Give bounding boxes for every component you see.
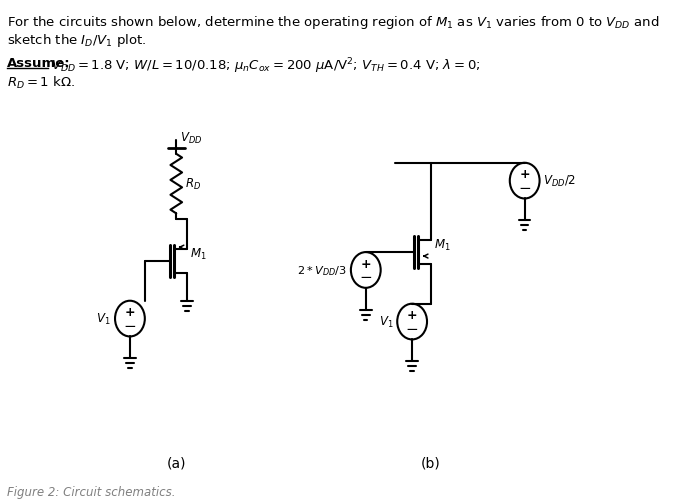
Text: sketch the $I_D/V_1$ plot.: sketch the $I_D/V_1$ plot. (7, 32, 146, 49)
Text: $V_{DD}$: $V_{DD}$ (181, 131, 203, 146)
Text: $V_1$: $V_1$ (379, 315, 393, 330)
Text: $R_D$: $R_D$ (186, 177, 202, 192)
Text: (a): (a) (167, 455, 186, 469)
Text: Figure 2: Circuit schematics.: Figure 2: Circuit schematics. (7, 485, 175, 498)
Text: +: + (124, 306, 136, 319)
Text: (b): (b) (420, 455, 440, 469)
Text: −: − (124, 318, 136, 333)
Text: $V_{DD} = 1.8$ V; $W/L = 10/0.18$; $\mu_n C_{ox} = 200$ $\mu$A/V$^2$; $V_{TH} = : $V_{DD} = 1.8$ V; $W/L = 10/0.18$; $\mu_… (51, 57, 481, 76)
Text: $V_1$: $V_1$ (97, 312, 111, 327)
Text: $M_1$: $M_1$ (190, 246, 206, 261)
Text: $M_1$: $M_1$ (434, 237, 450, 252)
Text: −: − (406, 321, 418, 336)
Text: −: − (359, 270, 372, 285)
Text: Assume:: Assume: (7, 57, 70, 70)
Text: +: + (519, 168, 530, 181)
Text: $V_{DD}/2$: $V_{DD}/2$ (543, 174, 576, 189)
Text: For the circuits shown below, determine the operating region of $M_1$ as $V_1$ v: For the circuits shown below, determine … (7, 14, 659, 31)
Text: −: − (518, 180, 531, 195)
Text: $R_D = 1$ k$\Omega$.: $R_D = 1$ k$\Omega$. (7, 74, 75, 90)
Text: +: + (361, 257, 371, 270)
Text: $2*V_{DD}/3$: $2*V_{DD}/3$ (297, 264, 347, 277)
Text: +: + (407, 309, 418, 322)
